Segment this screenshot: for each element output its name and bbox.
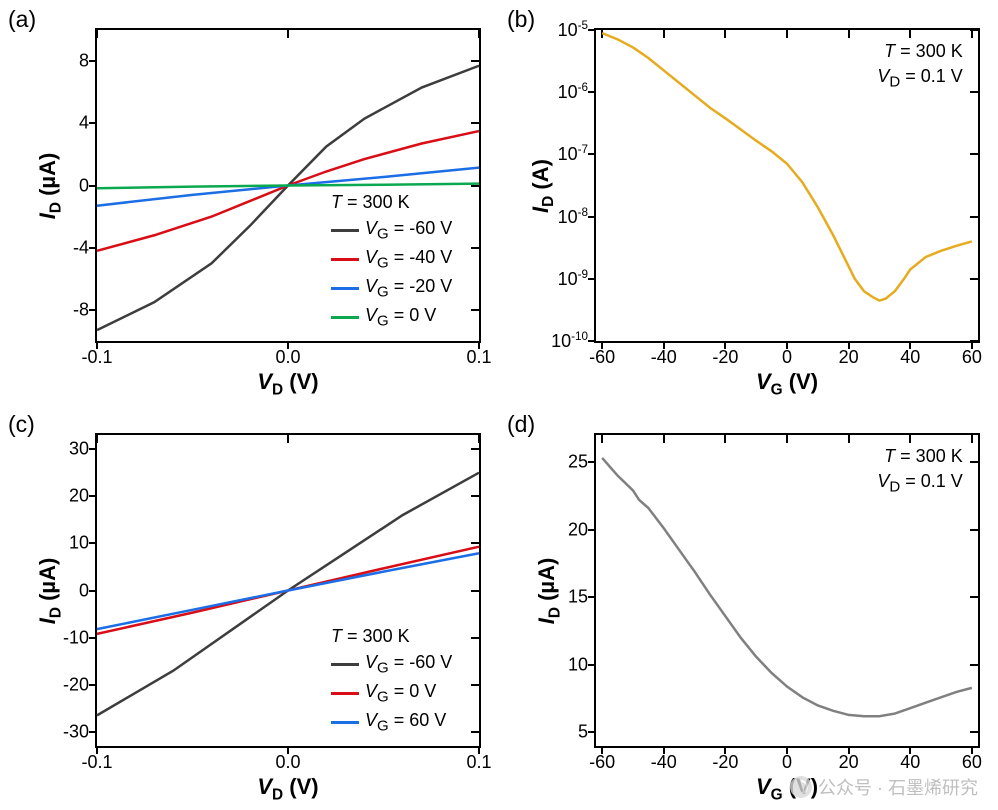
panel-a-ylabel: ID (µA): [35, 152, 65, 219]
panel-b-ylabel: ID (A): [528, 159, 558, 213]
panel-b-label: (b): [507, 6, 535, 33]
watermark: 公众号 · 石墨烯研究: [790, 774, 978, 800]
panel-c-label: (c): [8, 411, 35, 438]
panel-a: (a) -0.10.00.1-8-4048T = 300 KVG = -60 V…: [0, 0, 499, 405]
panel-b-plot: -60-40-20020406010-1010-910-810-710-610-…: [594, 28, 980, 343]
panel-c: (c) -0.10.00.1-30-20-100102030T = 300 KV…: [0, 405, 499, 810]
panel-a-xlabel: VD (V): [257, 369, 318, 399]
panel-d-plot: -60-40-200204060510152025T = 300 KVD = 0…: [594, 433, 980, 748]
panel-a-label: (a): [8, 6, 36, 33]
panel-d-label: (d): [507, 411, 535, 438]
wechat-icon: [790, 776, 812, 798]
panel-b: (b) -60-40-20020406010-1010-910-810-710-…: [499, 0, 998, 405]
watermark-text: 公众号 · 石墨烯研究: [818, 774, 978, 800]
figure-grid: (a) -0.10.00.1-8-4048T = 300 KVG = -60 V…: [0, 0, 998, 810]
panel-d-ylabel: ID (µA): [534, 557, 564, 624]
panel-d: (d) -60-40-200204060510152025T = 300 KVD…: [499, 405, 998, 810]
panel-b-xlabel: VG (V): [756, 369, 818, 399]
panel-a-plot: -0.10.00.1-8-4048T = 300 KVG = -60 VVG =…: [95, 28, 481, 343]
panel-c-xlabel: VD (V): [257, 774, 318, 804]
panel-c-plot: -0.10.00.1-30-20-100102030T = 300 KVG = …: [95, 433, 481, 748]
panel-c-ylabel: ID (µA): [35, 557, 65, 624]
